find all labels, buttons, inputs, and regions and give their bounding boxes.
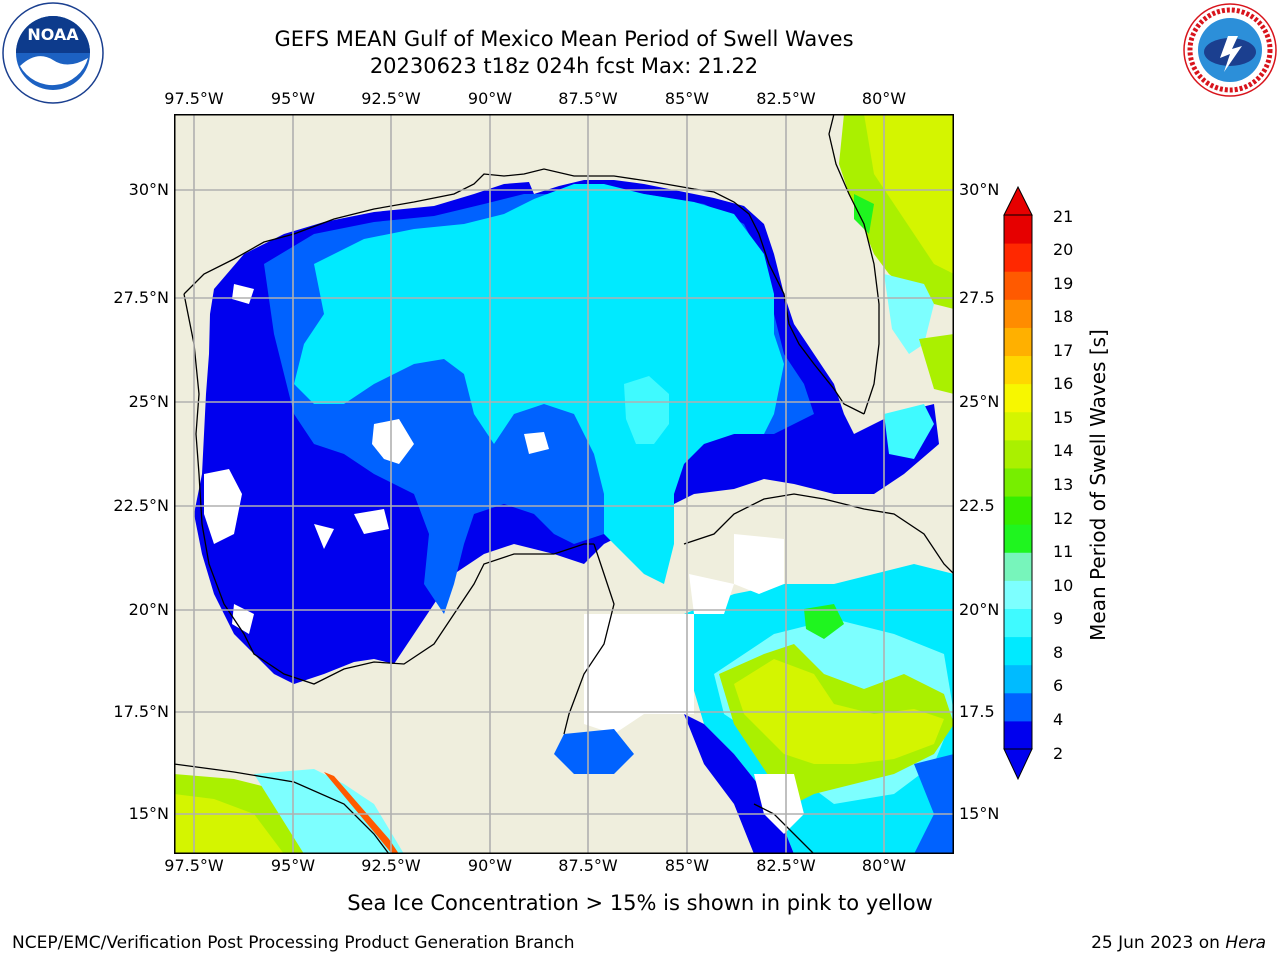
colorbar-tick-label: 4 (1053, 710, 1064, 729)
colorbar-segment (1004, 271, 1032, 300)
colorbar-bottom-arrow (1003, 748, 1033, 781)
lat-lon-grid (174, 114, 954, 854)
map-title: GEFS MEAN Gulf of Mexico Mean Period of … (274, 27, 854, 51)
map-subtitle: 20230623 t18z 024h fcst Max: 21.22 (369, 54, 759, 78)
colorbar-tick-label: 15 (1053, 408, 1074, 427)
lon-label: 82.5°W (756, 856, 816, 875)
coastline (174, 114, 954, 854)
lat-label: 27.5°N (113, 288, 169, 307)
colorbar-segment (1004, 580, 1032, 609)
colorbar-segment (1004, 552, 1032, 581)
colorbar-segment (1004, 524, 1032, 553)
noaa-logo-text: NOAA (27, 25, 79, 44)
credit-branch: NCEP/EMC/Verification Post Processing Pr… (12, 933, 575, 953)
credit-host: Hera (1225, 933, 1266, 953)
credit-date-text: 25 Jun 2023 on (1091, 933, 1220, 953)
colorbar-segment (1004, 355, 1032, 385)
colorbar-tick-label: 18 (1053, 307, 1074, 326)
gulf-swell-field-peak (624, 376, 669, 444)
lat-label: 30°N (128, 180, 169, 199)
lat-label: 20°N (959, 600, 1000, 619)
lat-label: 22.5°N (113, 496, 169, 515)
colorbar-tick-label: 2 (1053, 744, 1064, 763)
colorbar (1003, 185, 1033, 781)
colorbar-tick-label: 14 (1053, 441, 1074, 460)
colorbar-tick-label: 6 (1053, 676, 1064, 695)
colorbar-tick-label: 10 (1053, 576, 1074, 595)
colorbar-top-arrow (1003, 185, 1033, 216)
colorbar-tick-label: 12 (1053, 509, 1074, 528)
colorbar-segment (1004, 664, 1032, 694)
lat-label: 15°N (128, 804, 169, 823)
lon-label: 97.5°W (164, 89, 224, 108)
lat-label: 17.5 (959, 702, 995, 721)
sea-ice-note-text: Sea Ice Concentration > 15% is shown in … (347, 891, 933, 915)
colorbar-tick-label: 16 (1053, 374, 1074, 393)
lon-label: 85°W (664, 89, 710, 108)
colorbar-tick-label: 21 (1053, 207, 1074, 226)
colorbar-segment (1004, 636, 1032, 666)
credit-date: 25 Jun 2023 on Hera (1091, 933, 1266, 953)
noaa-logo: NOAA (2, 2, 104, 104)
lat-label: 25°N (128, 392, 169, 411)
lon-label: 90°W (467, 856, 513, 875)
colorbar-segment (1004, 215, 1032, 244)
colorbar-tick-label: 19 (1053, 274, 1074, 293)
colorbar-segment (1004, 608, 1032, 638)
colorbar-segment (1004, 299, 1032, 328)
lon-label: 80°W (861, 89, 907, 108)
lon-label: 92.5°W (361, 89, 421, 108)
colorbar-segments (1003, 214, 1033, 750)
colorbar-title: Mean Period of Swell Waves [s] (1086, 329, 1110, 641)
lat-label: 15°N (959, 804, 1000, 823)
colorbar-segment (1004, 383, 1032, 413)
colorbar-tick-label: 17 (1053, 341, 1074, 360)
lon-label: 87.5°W (558, 89, 618, 108)
lon-label: 82.5°W (756, 89, 816, 108)
lon-label: 85°W (664, 856, 710, 875)
colorbar-segment (1004, 692, 1032, 722)
lat-label: 25°N (959, 392, 1000, 411)
lat-label: 30°N (959, 180, 1000, 199)
lon-label: 92.5°W (361, 856, 421, 875)
nws-logo (1183, 3, 1277, 97)
lat-label: 22.5 (959, 496, 995, 515)
gulf-swell-field-high (294, 184, 784, 584)
map-frame (174, 114, 954, 854)
colorbar-segment (1004, 243, 1032, 272)
colorbar-segment (1004, 411, 1032, 441)
colorbar-tick-label: 13 (1053, 475, 1074, 494)
lat-label: 17.5°N (113, 702, 169, 721)
lon-label: 97.5°W (164, 856, 224, 875)
colorbar-segment (1004, 439, 1032, 469)
colorbar-tick-label: 20 (1053, 240, 1074, 259)
gulf-of-mexico-map (174, 114, 954, 854)
lon-label: 95°W (270, 89, 316, 108)
colorbar-tick-label: 8 (1053, 643, 1064, 662)
lat-label: 27.5 (959, 288, 995, 307)
lon-label: 95°W (270, 856, 316, 875)
lon-label: 90°W (467, 89, 513, 108)
colorbar-segment (1004, 467, 1032, 497)
lat-label: 20°N (128, 600, 169, 619)
colorbar-tick-label: 9 (1053, 609, 1064, 628)
colorbar-segment (1004, 496, 1032, 525)
lon-label: 87.5°W (558, 856, 618, 875)
colorbar-segment (1004, 720, 1032, 750)
lon-label: 80°W (861, 856, 907, 875)
colorbar-segment (1004, 327, 1032, 357)
colorbar-tick-label: 11 (1053, 542, 1074, 561)
sea-ice-note: Sea Ice Concentration > 15% is shown in … (0, 891, 1280, 915)
